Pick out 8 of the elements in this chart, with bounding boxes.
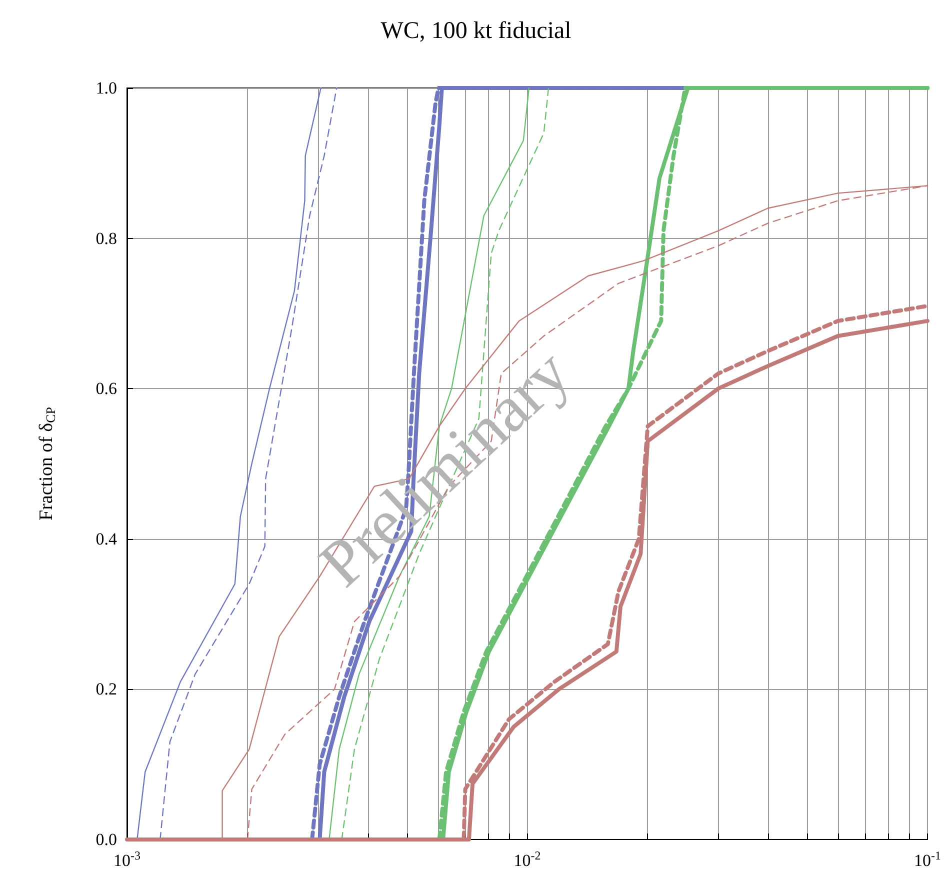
y-tick-label: 0.2 xyxy=(96,680,117,699)
chart-title: WC, 100 kt fiducial xyxy=(380,18,572,44)
y-tick-label: 0.4 xyxy=(96,529,118,548)
y-tick-label: 0.8 xyxy=(96,228,117,248)
y-tick-label: 1.0 xyxy=(96,78,117,98)
y-tick-label: 0.6 xyxy=(96,379,117,398)
y-tick-label: 0.0 xyxy=(96,830,117,849)
y-axis-title: Fraction of δCP xyxy=(36,407,58,521)
